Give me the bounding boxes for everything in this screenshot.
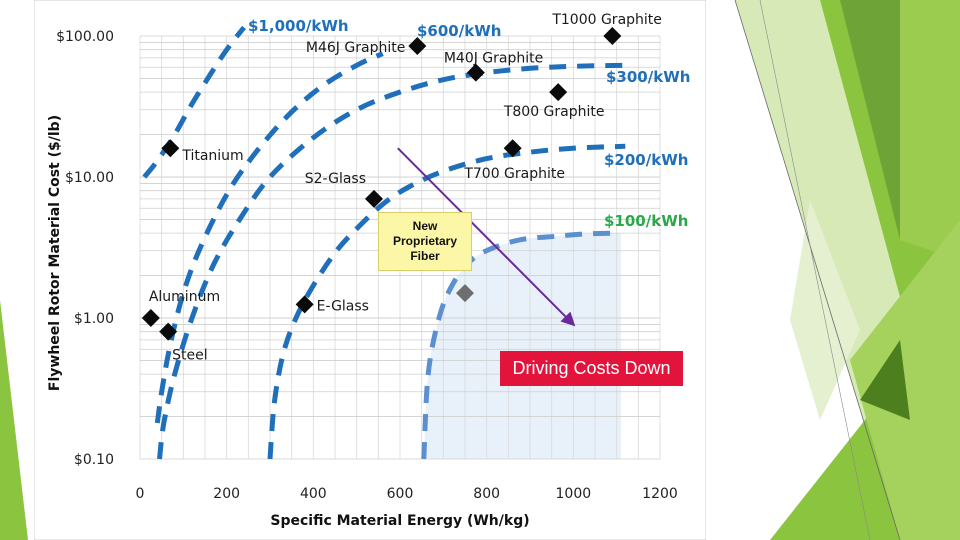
data-point-diamond <box>503 139 522 158</box>
curve-label: $1,000/kWh <box>248 17 349 35</box>
point-label: M46J Graphite <box>306 40 405 56</box>
x-tick-label: 600 <box>387 486 414 502</box>
callout-line: Fiber <box>410 249 440 263</box>
curve-label: $100/kWh <box>604 212 688 230</box>
data-point-diamond <box>456 284 474 303</box>
chart-panel: Titanium Aluminum Steel E-Glass S2-Glass M46J… <box>34 0 706 540</box>
green-facet <box>790 200 860 420</box>
y-tick-label: $100.00 <box>56 29 114 45</box>
cost-curve <box>142 25 246 179</box>
point-label: Titanium <box>181 148 243 164</box>
x-tick-label: 800 <box>473 486 500 502</box>
x-tick-label: 0 <box>136 486 145 502</box>
data-point-diamond <box>141 309 160 327</box>
chart: Titanium Aluminum Steel E-Glass S2-Glass M46J… <box>34 0 706 540</box>
green-facet <box>0 300 28 540</box>
y-tick-label: $10.00 <box>65 170 114 186</box>
callout-line: New <box>412 219 438 233</box>
data-point-diamond <box>549 83 568 102</box>
y-axis-title: Flywheel Rotor Material Cost ($/lb) <box>47 115 63 391</box>
point-label: S2-Glass <box>305 171 366 187</box>
callout-line: Proprietary <box>392 234 458 248</box>
point-label: T700 Graphite <box>463 166 565 182</box>
x-tick-label: 1200 <box>642 486 678 502</box>
data-point-diamond <box>466 63 485 82</box>
x-tick-label: 1000 <box>556 486 592 502</box>
curve-label: $600/kWh <box>417 22 501 40</box>
y-tick-label: $1.00 <box>74 311 114 327</box>
point-label: M40J Graphite <box>444 51 543 67</box>
data-point-diamond <box>365 189 383 208</box>
target-region <box>423 233 621 459</box>
driving-costs-callout: Driving Costs Down <box>500 351 683 386</box>
point-label: T1000 Graphite <box>551 12 662 28</box>
data-point-diamond <box>161 139 180 158</box>
new-fiber-callout: New Proprietary Fiber <box>378 212 472 271</box>
cost-curve <box>421 230 622 460</box>
green-facet <box>840 0 900 240</box>
x-axis-title: Specific Material Energy (Wh/kg) <box>270 513 529 529</box>
y-tick-label: $0.10 <box>74 452 114 468</box>
green-facet <box>860 340 910 420</box>
green-facet <box>900 0 960 260</box>
point-label: Steel <box>172 348 208 364</box>
x-tick-label: 400 <box>300 486 327 502</box>
driving-costs-text: Driving Costs Down <box>512 358 671 378</box>
data-point-diamond <box>159 322 178 341</box>
data-point-diamond <box>408 36 427 55</box>
curve-label: $300/kWh <box>606 68 690 86</box>
point-label: Aluminum <box>149 289 220 305</box>
point-label: E-Glass <box>317 298 369 314</box>
cost-curve <box>157 62 626 460</box>
data-point-diamond <box>603 27 622 45</box>
trend-arrow <box>397 147 576 327</box>
curve-label: $200/kWh <box>604 151 688 169</box>
data-point-diamond <box>295 295 314 314</box>
x-tick-label: 200 <box>213 486 240 502</box>
cost-curve <box>154 51 384 424</box>
point-label: T800 Graphite <box>503 104 605 120</box>
